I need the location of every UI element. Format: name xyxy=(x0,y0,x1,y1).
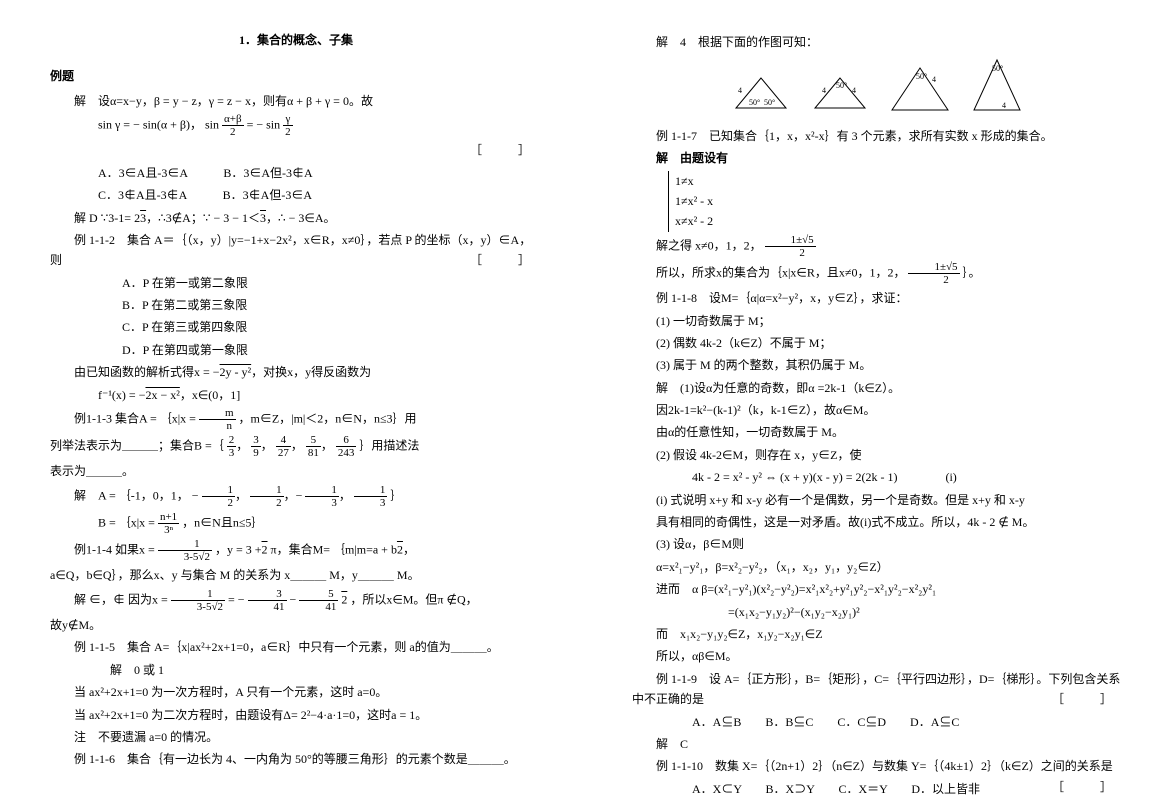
proof-2: 因2k-1=k²−(k-1)²（k，k-1∈Z），故α∈M。 xyxy=(632,400,1124,420)
answer-bracket: ［ ］ xyxy=(446,250,542,270)
option-a2: A．P 在第一或第二象限 xyxy=(50,273,542,293)
svg-text:50°: 50° xyxy=(916,72,927,81)
left-page: 1．集合的概念、子集 例题 解 设α=x−y，β = y − z，γ = z −… xyxy=(0,0,582,796)
option-d2: D．P 在第四或第一象限 xyxy=(50,340,542,360)
example-1-1-5: 例 1-1-5 集合 A=｛x|ax²+2x+1=0，a∈R｝中只有一个元素，则… xyxy=(50,637,542,657)
proof-1: 解 (1)设α为任意的奇数，即α =2k-1（k∈Z）。 xyxy=(632,378,1124,398)
example-1-1-7: 例 1-1-7 已知集合｛1，x，x²-x｝有 3 个元素，求所有实数 x 形成… xyxy=(632,126,1124,146)
fraction: γ2 xyxy=(283,113,293,138)
answer-bracket: ［ ］ xyxy=(470,140,542,160)
conclusion: 故y∉M。 xyxy=(50,615,542,635)
sol-relation: 解 ∈，∉ 因为x = 13-5√2 = − 341 − 541 2 ，所以x∈… xyxy=(50,588,542,613)
option-c: C．3∉A且-3∉A B．3∉A但-3∈A xyxy=(50,185,542,205)
eq1: 1≠x xyxy=(675,171,713,191)
svg-text:4: 4 xyxy=(852,86,856,95)
proof-4: (2) 假设 4k-2∈M，则存在 x，y∈Z，使 xyxy=(632,445,1124,465)
answer-bracket: ［ ］ xyxy=(1028,777,1124,797)
svg-text:50°: 50° xyxy=(836,81,847,90)
brace-system: 1≠x 1≠x² - x x≠x² - 2 xyxy=(668,171,713,232)
result-1: 解之得 x≠0，1，2， 1±√52 xyxy=(632,234,1124,259)
proof-7: (3) 设α，β∈M则 xyxy=(632,534,1124,554)
bracket-line: ［ ］ xyxy=(50,140,542,160)
solution-line-1: 解 设α=x−y，β = y − z，γ = z − x，则有α + β + γ… xyxy=(50,91,542,111)
example-1-1-6: 例 1-1-6 集合｛有一边长为 4、一内角为 50°的等腰三角形｝的元素个数是… xyxy=(50,749,542,769)
answer-bracket: ［ ］ xyxy=(1028,689,1124,709)
triangle-icon: 50° 50° 4 xyxy=(731,73,791,119)
sol-heading: 解 由题设有 xyxy=(632,148,1124,168)
example-1-1-10: 例 1-1-10 数集 X=｛（2n+1）2｝（n∈Z）与数集 Y=｛（4k±1… xyxy=(632,756,1124,776)
sol-c: 解 C xyxy=(632,734,1124,754)
svg-text:50°: 50° xyxy=(749,98,760,107)
option-a: A．3∈A且-3∈A B．3∈A但-3∉A xyxy=(50,163,542,183)
svg-text:4: 4 xyxy=(738,86,742,95)
relation-line: a∈Q，b∈Q｝，那么x、y 与集合 M 的关系为 x＿＿＿ M，y＿＿＿ M。 xyxy=(50,565,542,585)
blank-line: 表示为＿＿＿。 xyxy=(50,461,542,481)
example-1-1-8: 例 1-1-8 设M=｛α|α=x²−y²，x，y∈Z｝，求证： xyxy=(632,288,1124,308)
case1: 当 ax²+2x+1=0 为一次方程时，A 只有一个元素，这时 a=0。 xyxy=(50,682,542,702)
note: 注 不要遗漏 a=0 的情况。 xyxy=(50,727,542,747)
deriv-line: 由已知函数的解析式得x = −2y - y²，对换x，y得反函数为 xyxy=(50,362,542,382)
svg-text:4: 4 xyxy=(822,86,826,95)
sol-b: B = ｛x|x = n+13ⁿ ，n∈N且n≤5｝ xyxy=(50,511,542,536)
proof-eq: 4k - 2 = x² - y² ⇔ (x + y)(x - y) = 2(2k… xyxy=(632,467,1124,487)
triangle-icon: 50° 4 xyxy=(970,58,1025,119)
text: = − sin xyxy=(247,118,281,132)
example-1-1-4: 例1-1-4 如果x = 13-5√2 ，y = 3 +2 π，集合M= ｛m|… xyxy=(50,538,542,563)
svg-text:50°: 50° xyxy=(992,64,1003,73)
formula-line-1: sin γ = − sin(α + β)， sin α+β2 = − sin γ… xyxy=(50,113,542,138)
item-1: (1) 一切奇数属于 M； xyxy=(632,311,1124,331)
set-b-line: 列举法表示为＿＿＿；集合B =｛ 23， 39， 427， 581， 6243 … xyxy=(50,434,542,459)
option-c2: C．P 在第三或第四象限 xyxy=(50,317,542,337)
triangle-icon: 4 50° xyxy=(889,65,951,119)
proof-6: 具有相同的奇偶性，这是一对矛盾。故(i)式不成立。所以，4k - 2 ∉ M。 xyxy=(632,512,1124,532)
option-b2: B．P 在第二或第三象限 xyxy=(50,295,542,315)
text: sin γ = − sin(α + β)， sin xyxy=(98,118,219,132)
right-page: 解 4 根据下面的作图可知： 50°50°4 50°44 450° 50°4 例… xyxy=(582,0,1164,796)
eq3: x≠x² - 2 xyxy=(675,211,713,231)
svg-text:4: 4 xyxy=(932,75,936,84)
item-3: (3) 属于 M 的两个整数，其积仍属于 M。 xyxy=(632,355,1124,375)
sol-4: 解 4 根据下面的作图可知： xyxy=(632,32,1124,52)
solution-d: 解 D ∵3-1= 23，∴3∉A；∵ − 3 − 1＜3，∴ − 3∈A。 xyxy=(50,208,542,228)
result-2: 所以，所求x的集合为｛x|x∈R，且x≠0，1，2， 1±√52 ｝。 xyxy=(632,261,1124,286)
svg-text:4: 4 xyxy=(1002,101,1006,110)
sol-01: 解 0 或 1 xyxy=(50,660,542,680)
proof-8: α=x²₁−y²₁，β=x²₂−y²₂，（x₁，x₂，y₁，y₂∈Z） xyxy=(632,557,1124,577)
eq2: 1≠x² - x xyxy=(675,191,713,211)
inverse-fn: f⁻¹(x) = −2x − x²，x∈(0，1] xyxy=(50,385,542,405)
fraction: α+β2 xyxy=(222,113,244,138)
options-119: A．A⊆B B．B⊆C C．C⊆D D．A⊆C xyxy=(632,712,1124,732)
proof-9: 进而 α β=(x²₁−y²₁)(x²₂−y²₂)=x²₁x²₂+y²₁y²₂−… xyxy=(632,579,1124,599)
triangle-diagrams: 50°50°4 50°44 450° 50°4 xyxy=(632,58,1124,119)
examples-heading: 例题 xyxy=(50,66,542,86)
proof-12: 所以，αβ∈M。 xyxy=(632,646,1124,666)
case2: 当 ax²+2x+1=0 为二次方程时，由题设有Δ= 2²−4·a·1=0，这时… xyxy=(50,705,542,725)
item-2: (2) 偶数 4k-2（k∈Z）不属于 M； xyxy=(632,333,1124,353)
example-1-1-2: 例 1-1-2 集合 A＝｛（x，y）|y=−1+x−2x²，x∈R，x≠0｝，… xyxy=(50,230,542,271)
proof-5: (i) 式说明 x+y 和 x-y 必有一个是偶数，另一个是奇数。但是 x+y … xyxy=(632,490,1124,510)
proof-10: =(x₁x₂−y₁y₂)²−(x₁y₂−x₂y₁)² xyxy=(632,602,1124,622)
sol-a: 解 A = ｛-1，0，1， − 12， 12，− 13， 13 ｝ xyxy=(50,484,542,509)
proof-3: 由α的任意性知，一切奇数属于 M。 xyxy=(632,422,1124,442)
proof-11: 而 x₁x₂−y₁y₂∈Z，x₁y₂−x₂y₁∈Z xyxy=(632,624,1124,644)
main-title: 1．集合的概念、子集 xyxy=(50,30,542,50)
triangle-icon: 50° 4 4 xyxy=(810,73,870,119)
svg-text:50°: 50° xyxy=(764,98,775,107)
example-1-1-3: 例1-1-3 集合A = ｛x|x = mn ，m∈Z，|m|＜2，n∈N，n≤… xyxy=(50,407,542,432)
example-1-1-9: 例 1-1-9 设 A=｛正方形｝，B=｛矩形｝，C=｛平行四边形｝，D=｛梯形… xyxy=(632,669,1124,710)
